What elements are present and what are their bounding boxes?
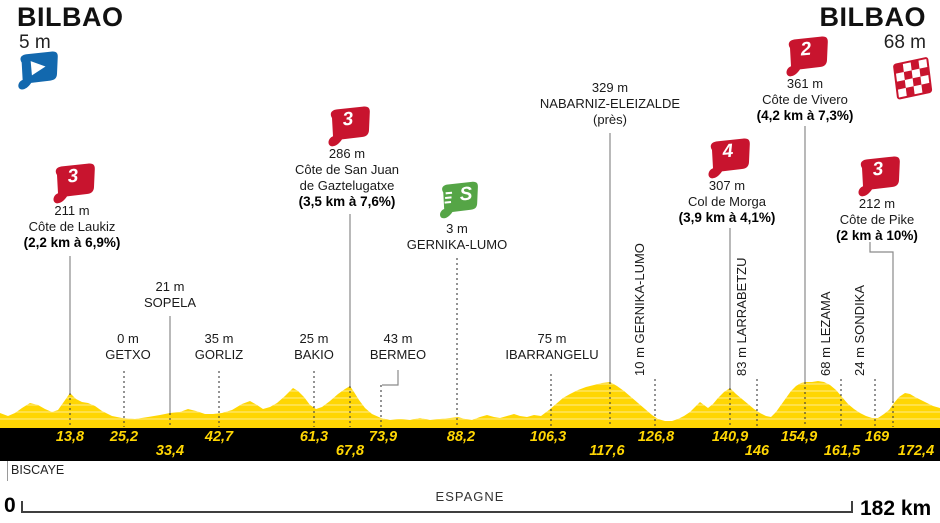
climb-name: Côte de Vivero	[762, 92, 848, 107]
town-name: GORLIZ	[194, 347, 244, 362]
town-elevation: 21 m	[155, 279, 185, 294]
summit-label-nabarniz: 329 m NABARNIZ-ELEIZALDE (près)	[540, 80, 680, 128]
km-label: 117,6	[589, 443, 625, 459]
summit-elevation: 329 m	[591, 80, 629, 95]
climb-name: Côte de Laukiz	[28, 219, 116, 234]
finish-city: BILBAO	[819, 2, 926, 32]
km-label: 67,8	[335, 443, 365, 459]
finish-flag-icon	[889, 55, 939, 103]
climb-label-san-juan: 286 m Côte de San Juan de Gaztelugatxe (…	[295, 146, 399, 210]
sprint-name: GERNIKA-LUMO	[406, 237, 508, 252]
town-name: GETXO	[105, 347, 151, 362]
town-name: BERMEO	[369, 347, 427, 362]
sprint-elevation: 3 m	[446, 221, 468, 236]
km-label: 146	[744, 443, 770, 459]
town-elevation: 25 m	[299, 331, 329, 346]
climb-elevation: 361 m	[786, 76, 824, 91]
km-label: 126,8	[637, 429, 675, 445]
climb-stats: (3,9 km à 4,1%)	[678, 210, 776, 225]
km-label: 154,9	[780, 429, 818, 445]
town-elevation: 75 m	[537, 331, 567, 346]
axis-start-km: 0	[4, 494, 16, 517]
climb-category-flag-icon: 4	[703, 138, 751, 182]
climb-elevation: 286 m	[328, 146, 366, 161]
axis-end-km: 182 km	[860, 497, 932, 520]
climb-category-flag-icon: 3	[853, 156, 901, 200]
climb-stats: (2 km à 10%)	[836, 228, 918, 243]
climb-elevation: 307 m	[708, 178, 746, 193]
sprint-label: 3 m GERNIKA-LUMO	[407, 221, 507, 253]
town-label-gernika-lumo-vertical: 10 m GERNIKA-LUMO	[632, 243, 647, 376]
axis-end-tick	[851, 501, 853, 513]
km-label: 33,4	[155, 443, 185, 459]
km-label: 25,2	[109, 429, 139, 445]
climb-stats: (2,2 km à 6,9%)	[23, 235, 121, 250]
sprint-letter: S	[458, 183, 474, 206]
climb-name: Col de Morga	[687, 194, 767, 209]
axis-line	[22, 511, 852, 513]
town-label-bermeo: 43 m BERMEO	[370, 331, 426, 363]
km-label: 61,3	[299, 429, 329, 445]
start-elevation: 5 m	[19, 32, 51, 53]
km-label: 88,2	[446, 429, 476, 445]
start-city: BILBAO	[17, 2, 124, 32]
km-marker-lines	[69, 258, 894, 427]
climb-label-morga: 307 m Col de Morga (3,9 km à 4,1%)	[679, 178, 776, 226]
region-label: BISCAYE	[11, 463, 65, 477]
km-label: 172,4	[897, 443, 935, 459]
climb-name: Côte de San Juan	[294, 162, 400, 177]
sprint-flag-icon: S	[435, 181, 479, 223]
summit-connector-lines	[69, 126, 894, 413]
region-boundary-tick	[7, 461, 8, 481]
climb-category-flag-icon: 3	[48, 163, 96, 207]
climb-stats: (3,5 km à 7,6%)	[298, 194, 396, 209]
climb-category-number: 4	[721, 140, 735, 163]
town-label-gorliz: 35 m GORLIZ	[195, 331, 243, 363]
town-label-sopela: 21 m SOPELA	[144, 279, 196, 311]
km-label: 73,9	[368, 429, 398, 445]
town-name: IBARRANGELU	[505, 347, 599, 362]
town-elevation: 43 m	[383, 331, 413, 346]
climb-category-number: 3	[66, 165, 80, 188]
km-distance-bar	[0, 428, 940, 461]
climb-label-pike: 212 m Côte de Pike (2 km à 10%)	[836, 196, 918, 244]
km-label: 13,8	[55, 429, 85, 445]
town-label-ibarrangelu: 75 m IBARRANGELU	[505, 331, 598, 363]
town-label-bakio: 25 m BAKIO	[294, 331, 334, 363]
town-label-lezama-vertical: 68 m LEZAMA	[818, 291, 833, 376]
axis-start-tick	[21, 501, 23, 513]
country-label: ESPAGNE	[435, 489, 505, 504]
climb-name: Côte de Pike	[839, 212, 915, 227]
climb-label-vivero: 361 m Côte de Vivero (4,2 km à 7,3%)	[757, 76, 854, 124]
climb-category-flag-icon: 3	[323, 106, 371, 150]
climb-category-number: 3	[871, 158, 885, 181]
km-label: 161,5	[823, 443, 861, 459]
town-label-getxo: 0 m GETXO	[105, 331, 151, 363]
climb-elevation: 211 m	[54, 203, 90, 218]
climb-name-line2: de Gaztelugatxe	[299, 178, 395, 193]
climb-elevation: 212 m	[858, 196, 896, 211]
climb-stats: (4,2 km à 7,3%)	[756, 108, 854, 123]
town-name: BAKIO	[294, 347, 334, 362]
town-elevation: 35 m	[204, 331, 234, 346]
town-label-sondika-vertical: 24 m SONDIKA	[852, 284, 867, 376]
climb-label-laukiz: 211 m Côte de Laukiz (2,2 km à 6,9%)	[24, 203, 121, 251]
town-name: SOPELA	[143, 295, 197, 310]
km-label: 42,7	[204, 429, 234, 445]
town-elevation: 0 m	[117, 331, 139, 346]
km-label: 140,9	[711, 429, 749, 445]
profile-area	[0, 381, 940, 428]
summit-qualifier: (près)	[593, 112, 627, 127]
start-flag-icon	[13, 51, 59, 93]
climb-category-flag-icon: 2	[781, 36, 829, 80]
finish-elevation: 68 m	[883, 32, 926, 53]
summit-name: NABARNIZ-ELEIZALDE	[539, 96, 681, 111]
km-label: 169	[864, 429, 890, 445]
climb-category-number: 2	[799, 38, 813, 61]
town-label-larrabetzu-vertical: 83 m LARRABETZU	[734, 257, 749, 376]
climb-category-number: 3	[341, 108, 355, 131]
km-label: 106,3	[529, 429, 567, 445]
